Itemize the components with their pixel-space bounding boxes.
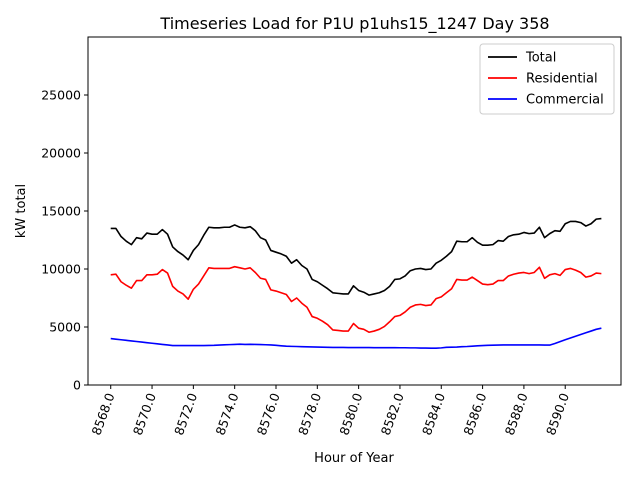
x-tick-label: 8576.0 [254, 391, 283, 437]
x-tick-label: 8582.0 [378, 391, 407, 437]
legend-label-residential: Residential [526, 72, 598, 87]
series-line-total [110, 217, 602, 296]
x-tick-label: 8586.0 [460, 391, 489, 437]
x-tick-label: 8574.0 [212, 391, 241, 437]
y-tick-label: 25000 [41, 88, 81, 103]
legend: Total Residential Commercial [479, 43, 615, 115]
x-tick-label: 8590.0 [543, 391, 572, 437]
x-tick-label: 8572.0 [171, 391, 200, 437]
series-line-residential [110, 265, 602, 334]
x-axis-label: Hour of Year [314, 451, 394, 466]
x-tick-label: 8570.0 [130, 391, 159, 437]
x-tick-label: 8584.0 [419, 391, 448, 437]
y-axis: 0 5000 10000 15000 20000 25000 [41, 88, 88, 393]
x-tick-label: 8568.0 [88, 391, 117, 437]
legend-label-total: Total [525, 51, 556, 66]
legend-box [479, 43, 615, 115]
y-tick-label: 5000 [49, 320, 81, 335]
y-axis-label: kW total [14, 184, 29, 238]
chart-title: Timeseries Load for P1U p1uhs15_1247 Day… [159, 14, 549, 34]
x-tick-label: 8578.0 [295, 391, 324, 437]
legend-label-commercial: Commercial [526, 93, 604, 108]
x-axis: 8568.0 8570.0 8572.0 8574.0 8576.0 8578.0 8580… [88, 385, 572, 437]
series-line-commercial [110, 327, 602, 350]
x-tick-label: 8588.0 [502, 391, 531, 437]
y-tick-label: 15000 [41, 204, 81, 219]
y-tick-label: 10000 [41, 262, 81, 277]
y-tick-label: 0 [73, 378, 81, 393]
y-tick-label: 20000 [41, 146, 81, 161]
x-tick-label: 8580.0 [336, 391, 365, 437]
series-layer [110, 217, 602, 350]
